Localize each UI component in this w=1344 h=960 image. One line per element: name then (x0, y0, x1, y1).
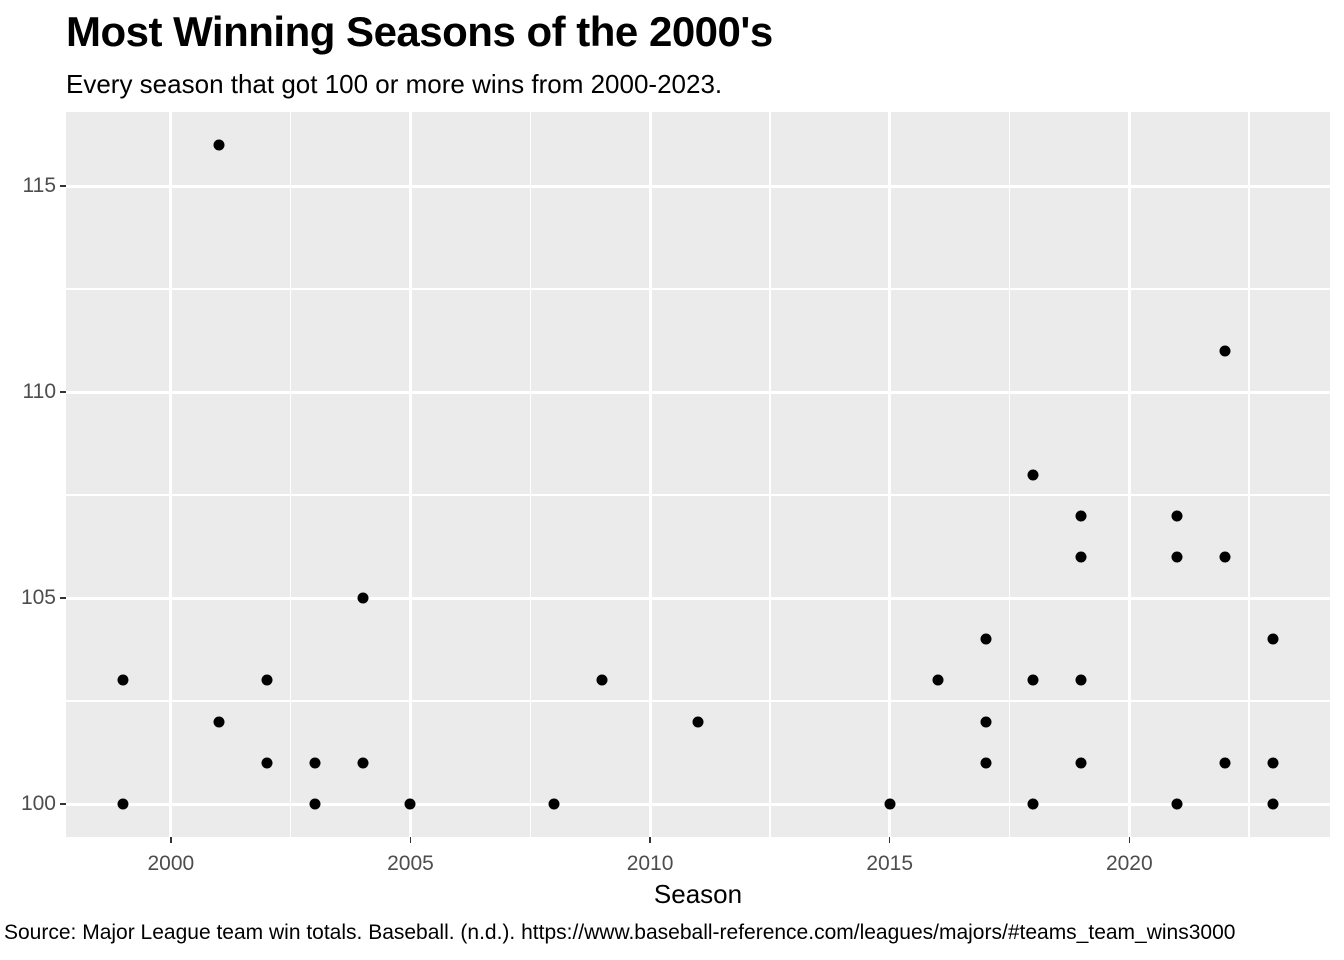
data-point (1171, 510, 1183, 522)
data-point (980, 633, 992, 645)
x-tick-label: 2020 (1105, 852, 1153, 875)
data-point (1075, 551, 1087, 563)
x-tick-label: 2000 (147, 852, 195, 875)
x-tick-label: 2010 (626, 852, 674, 875)
data-point (596, 674, 608, 686)
data-point (1219, 757, 1231, 769)
data-point (1171, 798, 1183, 810)
data-point (1075, 510, 1087, 522)
grid-major-v (648, 112, 652, 837)
data-point (980, 716, 992, 728)
y-tick-label: 110 (22, 380, 56, 404)
grid-minor-v (1248, 112, 1250, 837)
grid-major-v (888, 112, 892, 837)
data-point (117, 798, 129, 810)
x-axis-tick (409, 837, 412, 843)
data-point (357, 757, 369, 769)
x-tick-label: 2015 (866, 852, 914, 875)
grid-major-v (169, 112, 173, 837)
data-point (1075, 674, 1087, 686)
data-point (357, 592, 369, 604)
data-point (261, 757, 273, 769)
grid-major-v (1127, 112, 1131, 837)
grid-minor-v (1008, 112, 1011, 837)
data-point (1267, 757, 1279, 769)
grid-minor-h (66, 288, 1330, 290)
data-point (117, 674, 129, 686)
data-point (932, 674, 944, 686)
grid-major-h (66, 184, 1330, 188)
data-point (980, 757, 992, 769)
chart-title: Most Winning Seasons of the 2000's (66, 8, 773, 55)
grid-major-h (66, 596, 1330, 600)
data-point (1027, 469, 1039, 480)
data-point (1075, 757, 1087, 769)
data-point (1267, 633, 1279, 645)
grid-major-v (408, 112, 412, 837)
grid-minor-v (289, 112, 292, 837)
y-tick-label: 115 (22, 174, 56, 198)
data-point (1267, 798, 1279, 810)
data-point (213, 716, 225, 728)
data-point (404, 798, 416, 810)
source-caption: Source: Major League team win totals. Ba… (4, 921, 1236, 944)
data-point (309, 757, 321, 769)
grid-major-h (66, 390, 1330, 394)
grid-minor-v (529, 112, 531, 837)
grid-minor-v (769, 112, 771, 837)
x-axis-tick (888, 837, 891, 843)
x-tick-label: 2005 (387, 852, 434, 875)
data-point (692, 716, 704, 728)
x-axis-title: Season (653, 879, 743, 909)
data-point (1219, 345, 1231, 357)
data-point (1219, 551, 1231, 563)
data-point (213, 139, 225, 151)
x-axis-tick (170, 837, 172, 843)
chart-subtitle: Every season that got 100 or more wins f… (66, 69, 723, 99)
data-point (1171, 551, 1183, 563)
x-axis-tick (1128, 837, 1131, 843)
y-tick-label: 105 (20, 586, 56, 610)
grid-minor-h (66, 494, 1330, 496)
x-axis-tick (649, 837, 651, 843)
grid-minor-h (66, 700, 1330, 702)
plot-panel (66, 112, 1330, 837)
data-point (1027, 674, 1039, 686)
data-point (309, 798, 321, 810)
data-point (884, 798, 896, 810)
data-point (1027, 798, 1039, 810)
grid-major-h (66, 802, 1330, 806)
data-point (261, 674, 273, 686)
y-tick-label: 100 (20, 792, 56, 816)
data-point (548, 798, 560, 810)
